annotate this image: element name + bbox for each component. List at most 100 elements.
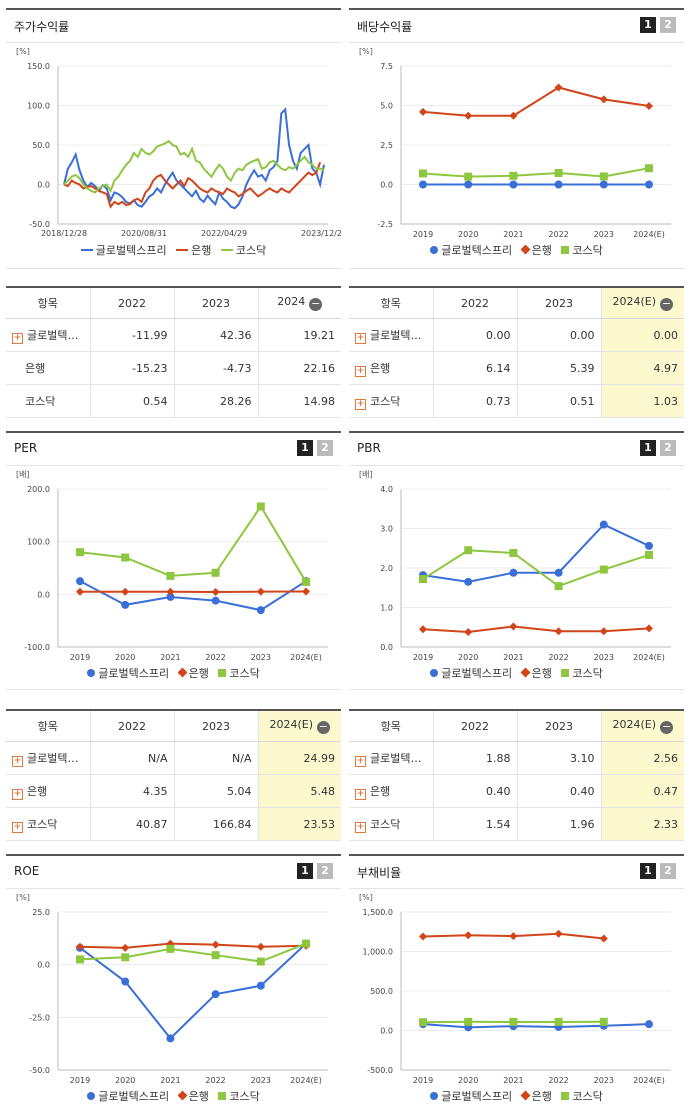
row-name[interactable]: +글로벌텍… — [349, 319, 433, 352]
legend-item-kosdaq[interactable]: 코스닥 — [561, 667, 602, 680]
data-point-company — [645, 1020, 653, 1028]
data-point-company — [555, 569, 563, 577]
row-name[interactable]: +코스닥 — [349, 385, 433, 418]
data-point-company — [212, 597, 220, 605]
legend-item-kosdaq[interactable]: 코스닥 — [218, 1090, 259, 1103]
expand-icon[interactable]: + — [12, 789, 23, 800]
row-label: 은행 — [27, 785, 47, 798]
col-header: 2023 — [174, 710, 258, 742]
collapse-icon[interactable]: − — [660, 298, 673, 311]
legend-item-company[interactable]: 글로벌텍스프리 — [430, 667, 512, 680]
legend-item-company[interactable]: 글로벌텍스프리 — [430, 1090, 512, 1103]
data-point-bank — [600, 627, 608, 635]
page-1-button[interactable]: 1 — [640, 440, 656, 456]
page-1-button[interactable]: 1 — [640, 17, 656, 33]
legend-item-company[interactable]: 글로벌텍스프리 — [81, 244, 167, 257]
row-name[interactable]: +글로벌텍… — [6, 319, 90, 352]
expand-icon[interactable]: + — [12, 756, 23, 767]
row-name[interactable]: +코스닥 — [349, 808, 433, 841]
debt-ratio-title: 부채비율 — [357, 864, 401, 881]
col-header: 2022 — [90, 287, 174, 319]
row-name[interactable]: +글로벌텍… — [6, 742, 90, 775]
legend-line-icon — [221, 249, 233, 251]
expand-icon[interactable]: + — [12, 333, 23, 344]
x-tick-label: 2022 — [205, 1076, 225, 1085]
table-cell: 166.84 — [174, 808, 258, 841]
table-cell: 24.99 — [258, 742, 341, 775]
page-1-button[interactable]: 1 — [297, 440, 313, 456]
expand-icon[interactable]: + — [355, 333, 366, 344]
expand-icon[interactable]: + — [355, 756, 366, 767]
expand-icon[interactable]: + — [355, 822, 366, 833]
legend-item-bank[interactable]: 은행 — [522, 1090, 552, 1103]
data-point-bank — [645, 624, 653, 632]
collapse-icon[interactable]: − — [317, 721, 330, 734]
legend-item-bank[interactable]: 은행 — [179, 667, 209, 680]
series-line-bank — [80, 944, 306, 948]
x-tick-label: 2022 — [205, 653, 225, 662]
collapse-icon[interactable]: − — [660, 721, 673, 734]
row-name[interactable]: +코스닥 — [6, 808, 90, 841]
legend-label-company: 글로벌텍스프리 — [441, 1090, 512, 1103]
expand-icon[interactable]: + — [355, 789, 366, 800]
page-2-button[interactable]: 2 — [660, 440, 676, 456]
data-point-bank — [509, 932, 517, 940]
divider — [6, 689, 341, 690]
page-1-button[interactable]: 1 — [640, 863, 656, 879]
row-label: 코스닥 — [25, 395, 55, 408]
data-point-bank — [257, 943, 265, 951]
legend-item-company[interactable]: 글로벌텍스프리 — [87, 1090, 169, 1103]
legend-square-icon — [561, 1092, 569, 1100]
series-line-bank — [423, 87, 649, 115]
data-point-kosdaq — [302, 578, 310, 586]
y-tick-label: 0.0 — [37, 181, 50, 190]
legend-item-bank[interactable]: 은행 — [179, 1090, 209, 1103]
legend-item-kosdaq[interactable]: 코스닥 — [561, 1090, 602, 1103]
collapse-icon[interactable]: − — [309, 298, 322, 311]
data-point-kosdaq — [464, 173, 472, 181]
y-tick-label: 4.0 — [380, 485, 393, 494]
row-name[interactable]: +은행 — [349, 352, 433, 385]
page-2-button[interactable]: 2 — [660, 17, 676, 33]
col-header: 2022 — [90, 710, 174, 742]
y-tick-label: 200.0 — [27, 485, 50, 494]
row-name[interactable]: +글로벌텍… — [349, 742, 433, 775]
data-point-bank — [555, 930, 563, 938]
table-row: +글로벌텍… 1.88 3.10 2.56 — [349, 742, 684, 775]
expand-icon[interactable]: + — [355, 366, 366, 377]
legend-item-bank[interactable]: 은행 — [176, 244, 211, 257]
table-row: +은행 4.35 5.04 5.48 — [6, 775, 341, 808]
page-2-button[interactable]: 2 — [317, 863, 333, 879]
page-2-button[interactable]: 2 — [317, 440, 333, 456]
expand-icon[interactable]: + — [355, 399, 366, 410]
row-name[interactable]: +은행 — [349, 775, 433, 808]
row-name: 코스닥 — [6, 385, 90, 418]
page-2-button[interactable]: 2 — [660, 863, 676, 879]
row-name[interactable]: + 은행 — [6, 775, 90, 808]
legend-item-company[interactable]: 글로벌텍스프리 — [87, 667, 169, 680]
legend-item-bank[interactable]: 은행 — [522, 667, 552, 680]
legend-item-kosdaq[interactable]: 코스닥 — [221, 244, 266, 257]
col-header: 2024(E) — [612, 718, 656, 731]
table-header-row: 항목 2022 2023 2024(E)− — [349, 710, 684, 742]
data-point-kosdaq — [166, 572, 174, 580]
row-name: 은행 — [6, 352, 90, 385]
y-tick-label: 2.5 — [380, 141, 393, 150]
legend-item-kosdaq[interactable]: 코스닥 — [561, 244, 602, 257]
legend-item-bank[interactable]: 은행 — [522, 244, 552, 257]
data-point-kosdaq — [212, 569, 220, 577]
data-point-company — [121, 601, 129, 609]
x-tick-label: 2021 — [503, 230, 523, 239]
per-header: PER 1 2 — [6, 431, 341, 466]
table-cell: 1.54 — [433, 808, 517, 841]
expand-icon[interactable]: + — [12, 822, 23, 833]
page-1-button[interactable]: 1 — [297, 863, 313, 879]
legend-label-kosdaq: 코스닥 — [572, 667, 602, 680]
legend-circle-icon — [430, 669, 438, 677]
table-cell: 28.26 — [174, 385, 258, 418]
legend-item-kosdaq[interactable]: 코스닥 — [218, 667, 259, 680]
roe-header: ROE 1 2 — [6, 854, 341, 889]
legend-item-company[interactable]: 글로벌텍스프리 — [430, 244, 512, 257]
